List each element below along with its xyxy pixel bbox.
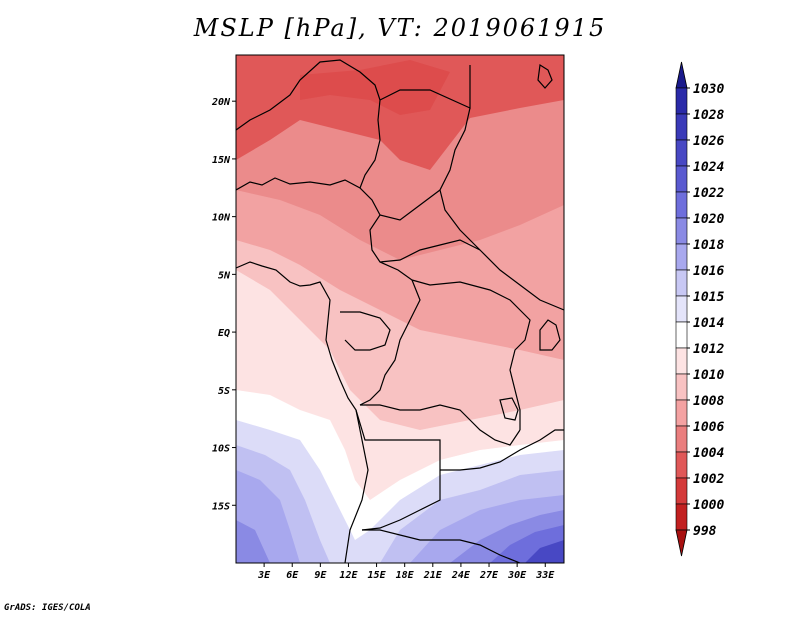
colorbar-top-arrow: [675, 61, 688, 89]
y-tick-label: 10S: [212, 444, 230, 455]
colorbar-label: 998: [693, 524, 717, 539]
colorbar-swatch: [675, 347, 688, 375]
colorbar-swatch: [675, 425, 688, 453]
y-tick-label: 15S: [212, 501, 230, 512]
colorbar-label: 1015: [693, 290, 724, 305]
x-tick-label: 18E: [396, 570, 415, 581]
x-tick-label: 33E: [535, 570, 555, 581]
x-tick-label: 21E: [423, 570, 443, 581]
colorbar-swatch: [675, 399, 688, 427]
chart-title: MSLP [hPa], VT: 2019061915: [193, 14, 607, 42]
contour-1024: [525, 540, 564, 563]
y-axis: 20N 15N 10N 5N EQ 5S 10S 15S: [211, 97, 236, 512]
colorbar-swatch: [675, 217, 688, 245]
x-tick-label: 30E: [507, 570, 527, 581]
colorbar-swatch: [675, 451, 688, 479]
colorbar-label: 1006: [693, 420, 724, 435]
colorbar-swatch: [675, 503, 688, 531]
y-tick-label: 20N: [211, 97, 231, 108]
y-tick-label: 5N: [218, 270, 231, 281]
colorbar-label: 1024: [693, 160, 724, 175]
pressure-field: [236, 55, 564, 563]
colorbar-label: 1020: [693, 212, 724, 227]
country-borders: [236, 59, 564, 563]
colorbar-label: 1000: [693, 498, 724, 513]
x-tick-label: 12E: [339, 570, 358, 581]
colorbar-swatch: [675, 295, 688, 323]
colorbar-label: 1028: [693, 108, 724, 123]
x-tick-label: 9E: [314, 570, 327, 581]
colorbar-label: 1010: [693, 368, 724, 383]
x-axis: 3E 6E 9E 12E 15E 18E 21E 24E 27E 30E 33E: [257, 563, 555, 581]
colorbar-swatch: [675, 373, 688, 401]
map-frame: [235, 54, 565, 564]
x-tick-label: 24E: [451, 570, 471, 581]
y-tick-label: 5S: [218, 386, 230, 397]
colorbar-label: 1016: [693, 264, 724, 279]
colorbar-swatch: [675, 191, 688, 219]
colorbar-swatch: [675, 165, 688, 193]
colorbar-swatch: [675, 87, 688, 115]
colorbar-bottom-arrow: [675, 529, 688, 557]
x-tick-label: 15E: [368, 570, 387, 581]
colorbar: 1030 1028 1026 1024 1022 1020 1018 1016 1015 1014…: [675, 61, 724, 557]
y-tick-label: EQ: [218, 328, 230, 339]
x-tick-label: 6E: [286, 570, 299, 581]
colorbar-label: 1004: [693, 446, 724, 461]
contour-1002: [300, 60, 450, 115]
colorbar-label: 1026: [693, 134, 724, 149]
grads-credit: GrADS: IGES/COLA: [4, 603, 91, 613]
y-tick-label: 10N: [212, 213, 231, 224]
colorbar-swatch: [675, 269, 688, 297]
colorbar-swatch: [675, 139, 688, 167]
colorbar-label: 1030: [693, 82, 724, 97]
y-tick-label: 15N: [212, 155, 231, 166]
colorbar-swatch: [675, 243, 688, 271]
colorbar-label: 1018: [693, 238, 724, 253]
colorbar-swatch: [675, 477, 688, 505]
colorbar-label: 1014: [693, 316, 724, 331]
x-tick-label: 27E: [479, 570, 499, 581]
colorbar-label: 1008: [693, 394, 724, 409]
colorbar-label: 1022: [693, 186, 724, 201]
contour-1020: [236, 510, 564, 563]
colorbar-swatch: [675, 113, 688, 141]
colorbar-label: 1012: [693, 342, 724, 357]
colorbar-label: 1002: [693, 472, 724, 487]
colorbar-swatch: [675, 321, 688, 349]
x-tick-label: 3E: [257, 570, 271, 581]
